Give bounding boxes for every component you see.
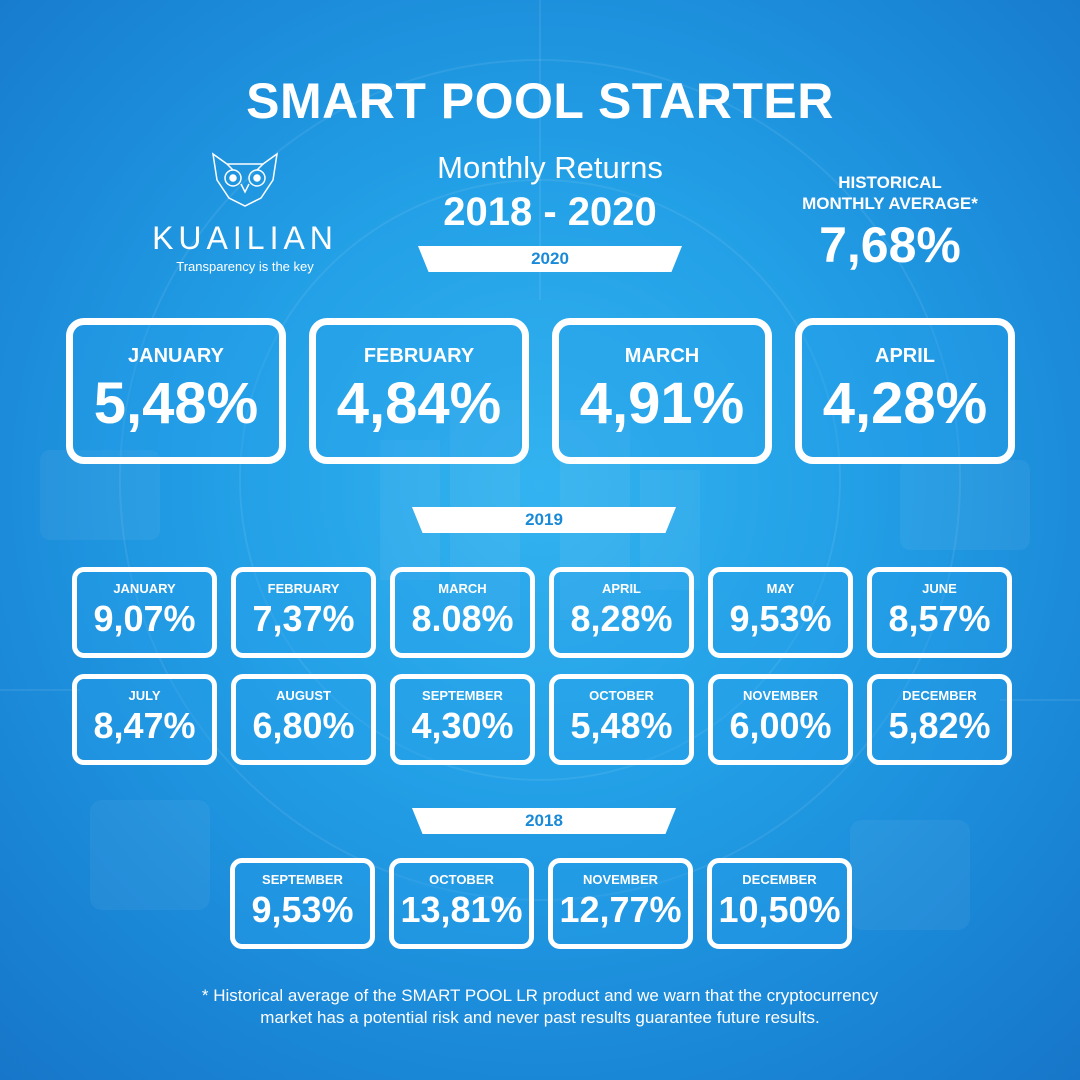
month-label: OCTOBER bbox=[429, 872, 494, 887]
year-ribbon-2019: 2019 bbox=[412, 507, 676, 533]
month-card: APRIL 8,28% bbox=[549, 567, 694, 658]
month-label: SEPTEMBER bbox=[262, 872, 343, 887]
owl-icon bbox=[211, 152, 279, 207]
month-card: JANUARY 5,48% bbox=[66, 318, 286, 464]
month-value: 6,00% bbox=[729, 705, 832, 746]
month-card: SEPTEMBER 4,30% bbox=[390, 674, 535, 765]
month-value: 4,28% bbox=[822, 371, 988, 436]
month-card: FEBRUARY 4,84% bbox=[309, 318, 529, 464]
month-value: 4,84% bbox=[336, 371, 502, 436]
month-card: JANUARY 9,07% bbox=[72, 567, 217, 658]
month-card: SEPTEMBER 9,53% bbox=[230, 858, 375, 949]
month-card: DECEMBER 10,50% bbox=[707, 858, 852, 949]
disclaimer: * Historical average of the SMART POOL L… bbox=[140, 985, 940, 1029]
month-card: JULY 8,47% bbox=[72, 674, 217, 765]
month-value: 10,50% bbox=[718, 889, 841, 930]
month-card: APRIL 4,28% bbox=[795, 318, 1015, 464]
disclaimer-line2: market has a potential risk and never pa… bbox=[260, 1008, 820, 1027]
month-label: MARCH bbox=[624, 345, 700, 367]
subtitle: Monthly Returns bbox=[437, 150, 663, 185]
month-label: APRIL bbox=[602, 581, 641, 596]
month-label: DECEMBER bbox=[742, 872, 817, 887]
month-value: 9,07% bbox=[93, 598, 196, 639]
month-value: 13,81% bbox=[400, 889, 523, 930]
month-label: NOVEMBER bbox=[742, 688, 819, 703]
month-value: 8,47% bbox=[93, 705, 196, 746]
month-value: 5,48% bbox=[93, 371, 259, 436]
month-label: SEPTEMBER bbox=[422, 688, 503, 703]
month-label: FEBRUARY bbox=[267, 581, 340, 596]
month-label: MARCH bbox=[438, 581, 487, 596]
month-card: FEBRUARY 7,37% bbox=[231, 567, 376, 658]
month-label: JANUARY bbox=[113, 581, 176, 596]
brand-logo: KUAILIAN Transparency is the key bbox=[150, 150, 340, 274]
month-value: 12,77% bbox=[559, 889, 682, 930]
month-value: 8,28% bbox=[570, 598, 673, 639]
year-ribbon-2018: 2018 bbox=[412, 808, 676, 834]
average-label-line2: MONTHLY AVERAGE* bbox=[802, 194, 978, 213]
month-card: OCTOBER 13,81% bbox=[389, 858, 534, 949]
month-card: AUGUST 6,80% bbox=[231, 674, 376, 765]
month-value: 8,57% bbox=[888, 598, 991, 639]
month-card: DECEMBER 5,82% bbox=[867, 674, 1012, 765]
average-value: 7,68% bbox=[819, 217, 961, 273]
month-label: AUGUST bbox=[276, 688, 331, 703]
month-label: JUNE bbox=[922, 581, 957, 596]
month-label: OCTOBER bbox=[589, 688, 654, 703]
average-label-line1: HISTORICAL bbox=[838, 173, 942, 192]
month-value: 4,30% bbox=[411, 705, 514, 746]
brand-name: KUAILIAN bbox=[152, 220, 338, 256]
month-label: JULY bbox=[128, 688, 161, 703]
month-label: JANUARY bbox=[128, 345, 224, 367]
month-card: NOVEMBER 6,00% bbox=[708, 674, 853, 765]
month-card: MARCH 8.08% bbox=[390, 567, 535, 658]
brand-tagline: Transparency is the key bbox=[176, 259, 314, 274]
month-value: 5,82% bbox=[888, 705, 991, 746]
month-value: 8.08% bbox=[411, 598, 514, 639]
month-label: APRIL bbox=[875, 345, 935, 367]
month-value: 7,37% bbox=[252, 598, 355, 639]
month-label: MAY bbox=[766, 581, 795, 596]
month-value: 6,80% bbox=[252, 705, 355, 746]
month-value: 9,53% bbox=[251, 889, 354, 930]
year-ribbon-2020: 2020 bbox=[418, 246, 682, 272]
month-card: OCTOBER 5,48% bbox=[549, 674, 694, 765]
month-value: 5,48% bbox=[570, 705, 673, 746]
month-card: JUNE 8,57% bbox=[867, 567, 1012, 658]
month-value: 9,53% bbox=[729, 598, 832, 639]
month-card: NOVEMBER 12,77% bbox=[548, 858, 693, 949]
historical-average: HISTORICAL MONTHLY AVERAGE* 7,68% bbox=[770, 172, 1010, 274]
disclaimer-line1: * Historical average of the SMART POOL L… bbox=[201, 986, 879, 1005]
month-card: MAY 9,53% bbox=[708, 567, 853, 658]
month-label: NOVEMBER bbox=[582, 872, 659, 887]
month-card: MARCH 4,91% bbox=[552, 318, 772, 464]
month-label: FEBRUARY bbox=[363, 345, 475, 367]
month-label: DECEMBER bbox=[902, 688, 977, 703]
page-title: SMART POOL STARTER bbox=[246, 73, 834, 129]
month-value: 4,91% bbox=[579, 371, 745, 436]
year-range: 2018 - 2020 bbox=[443, 190, 657, 234]
